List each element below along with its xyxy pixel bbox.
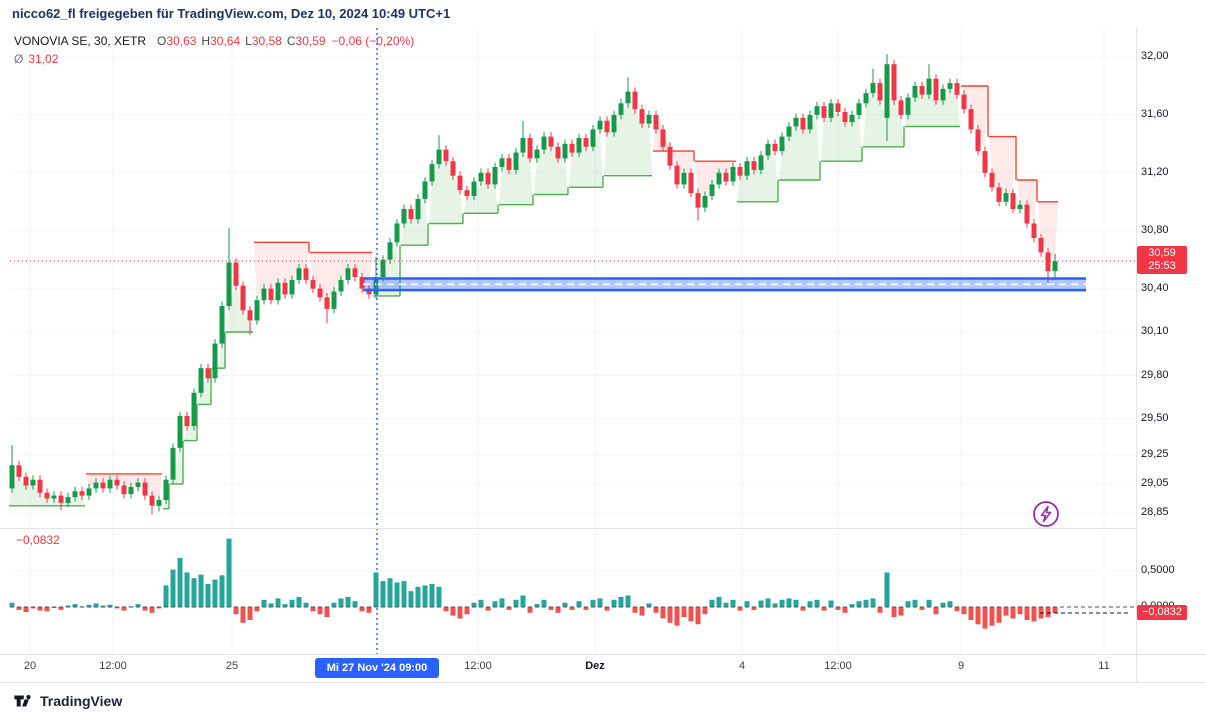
change-value: −0,06 (−0,20%) bbox=[331, 34, 415, 48]
time-tick: 9 bbox=[957, 660, 965, 672]
tradingview-logo-icon bbox=[14, 695, 31, 707]
time-tick: 12:00 bbox=[99, 660, 127, 672]
price-tick: 31,20 bbox=[1141, 166, 1169, 178]
open-value: 30,63 bbox=[166, 34, 197, 48]
low-value: 30,58 bbox=[251, 34, 282, 48]
indicator-legend-value[interactable]: −0,0832 bbox=[16, 533, 60, 547]
indicator-tick: 0,5000 bbox=[1141, 564, 1175, 576]
last-price: 30,59 bbox=[1148, 247, 1176, 259]
indicator-value-badge: −0,0832 bbox=[1137, 605, 1187, 620]
price-tick: 32,00 bbox=[1141, 50, 1169, 62]
price-tick: 29,05 bbox=[1141, 477, 1169, 489]
price-tick: 28,85 bbox=[1141, 506, 1169, 518]
low-label: L bbox=[245, 34, 252, 48]
share-attribution: nicco62_fl freigegeben für TradingView.c… bbox=[12, 6, 451, 21]
time-tick: 11 bbox=[1098, 660, 1110, 672]
price-tick: 29,50 bbox=[1141, 412, 1169, 424]
time-tick: 4 bbox=[738, 660, 746, 672]
tradingview-logo-text: TradingView bbox=[40, 693, 123, 709]
average-symbol: Ø bbox=[14, 52, 24, 66]
close-label: C bbox=[286, 34, 296, 48]
last-price-badge: 30,59 25:53 bbox=[1137, 246, 1187, 274]
time-tick: 12:00 bbox=[464, 660, 492, 672]
price-tick: 29,25 bbox=[1141, 448, 1169, 460]
flash-icon[interactable] bbox=[1032, 500, 1060, 528]
average-legend[interactable]: Ø 31,02 bbox=[14, 52, 58, 66]
time-tick: 20 bbox=[23, 660, 37, 672]
time-tick-month: Dez bbox=[585, 660, 605, 672]
price-tick: 31,60 bbox=[1141, 108, 1169, 120]
bar-countdown: 25:53 bbox=[1148, 260, 1176, 272]
symbol-title: VONOVIA SE, 30, XETR bbox=[14, 34, 147, 48]
price-tick: 29,80 bbox=[1141, 369, 1169, 381]
open-label: O bbox=[157, 34, 167, 48]
symbol-legend[interactable]: VONOVIA SE, 30, XETR O30,63 H30,64 L30,58 C3… bbox=[14, 34, 414, 48]
price-tick: 30,80 bbox=[1141, 224, 1169, 236]
high-value: 30,64 bbox=[210, 34, 241, 48]
time-tick: 12:00 bbox=[824, 660, 852, 672]
time-tick: 25 bbox=[225, 660, 239, 672]
price-tick: 30,10 bbox=[1141, 325, 1169, 337]
price-tick: 30,40 bbox=[1141, 282, 1169, 294]
tradingview-logo[interactable]: TradingView bbox=[12, 690, 122, 712]
close-value: 30,59 bbox=[295, 34, 326, 48]
vline-time-badge[interactable]: Mi 27 Nov '24 09:00 bbox=[315, 658, 439, 678]
high-label: H bbox=[201, 34, 211, 48]
average-value: 31,02 bbox=[28, 52, 59, 66]
